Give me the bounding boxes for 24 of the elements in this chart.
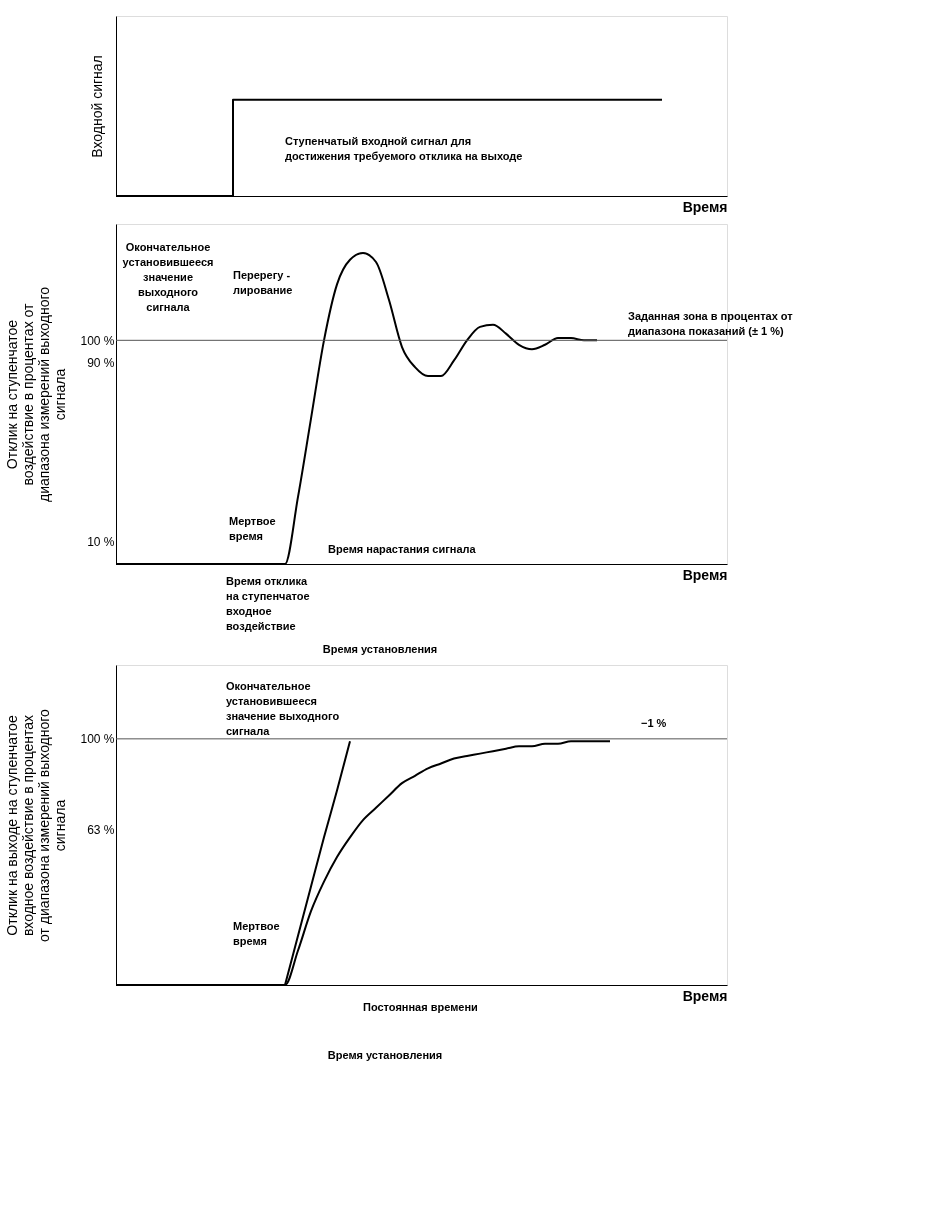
- text: Время установления: [327, 1049, 443, 1061]
- y-tick-label: 10 %: [87, 535, 115, 550]
- y-tick-label: 100 %: [80, 732, 115, 747]
- annotation: Окончательное установившееся значение выходного сигнала: [122, 241, 214, 313]
- x-axis-title: Время: [682, 987, 728, 1004]
- y-axis-title: Отклик на ступенчатое воздействие в процентах от диапазона измерений выходного сигнала: [4, 286, 69, 503]
- x-axis-title: Время: [682, 566, 728, 583]
- x-axis-title: Время: [682, 198, 728, 215]
- annotation: Окончательное установившееся значение выходного сигнала: [226, 680, 340, 737]
- y-axis-title: Входной сигнал: [88, 55, 105, 158]
- annotation: Мертвое время: [229, 515, 276, 542]
- annotation: −1 %: [641, 717, 667, 729]
- y-tick-label: 63 %: [87, 823, 115, 838]
- annotation: Перерегу - лирование: [233, 269, 293, 296]
- annotation: Ступенчатый входной сигнал для достижения требуемого отклика на выходе: [285, 135, 523, 162]
- text: Постоянная времени: [363, 1001, 478, 1013]
- annotation: Заданная зона в процентах от диапазона показаний (± 1 %): [628, 310, 794, 337]
- y-tick-label: 90 %: [87, 356, 115, 371]
- text: Время установления: [322, 643, 438, 655]
- y-tick-label: 100 %: [80, 333, 115, 348]
- annotation: Мертвое время: [233, 920, 280, 947]
- y-axis-title: Отклик на выходе на ступенчатое входное воздействие в процентах от диапазона измерений выходного сигнала: [4, 708, 69, 942]
- text: Время отклика на ступенчатое входное воздействие: [226, 575, 310, 632]
- annotation: Время нарастания сигнала: [328, 543, 477, 555]
